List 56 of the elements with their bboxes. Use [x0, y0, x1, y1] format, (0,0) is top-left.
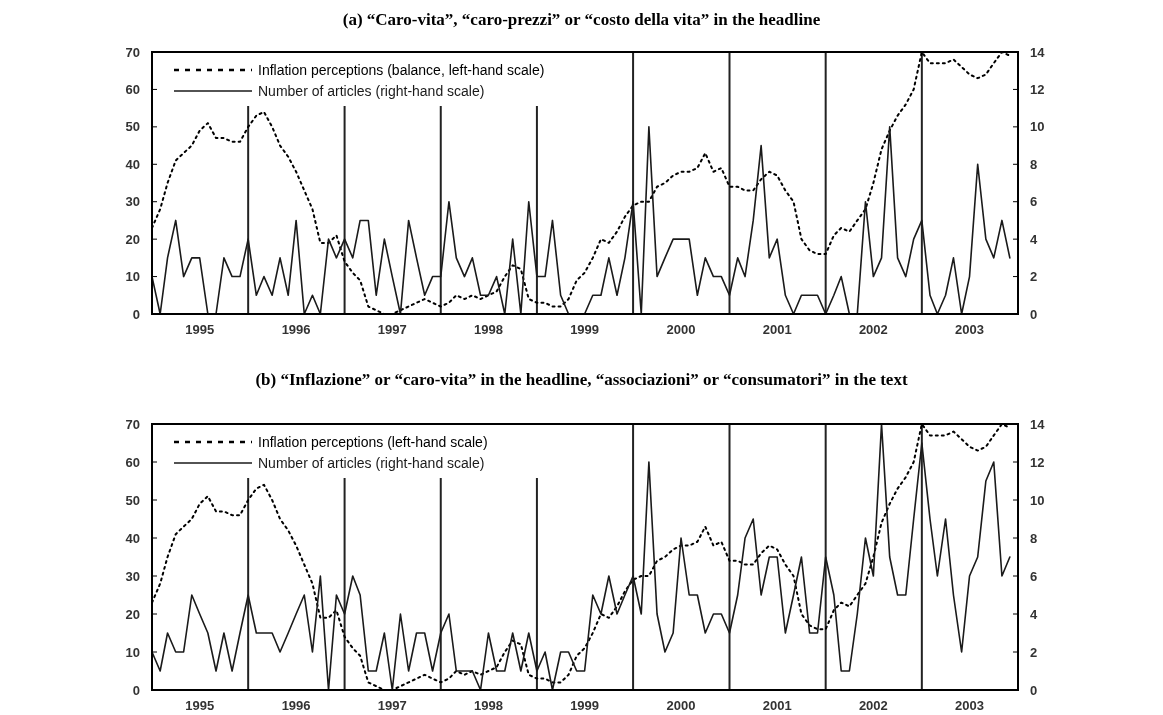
x-tick-label: 1999 — [570, 698, 600, 713]
y2-tick-label: 2 — [1030, 644, 1038, 660]
chart-title: (a) “Caro-vita”, “caro-prezzi” or “costo della vita” in the headline — [342, 10, 821, 29]
y-tick-label: 40 — [125, 156, 140, 172]
y-tick-label: 20 — [125, 231, 140, 247]
y-tick-label: 70 — [125, 416, 140, 432]
y2-tick-label: 4 — [1030, 231, 1038, 247]
x-tick-label: 1998 — [473, 322, 503, 337]
x-tick-label: 1996 — [281, 322, 311, 337]
x-tick-label: 1995 — [185, 698, 215, 713]
y-tick-label: 20 — [125, 606, 140, 622]
x-tick-label: 2003 — [955, 698, 984, 713]
text: Number of articles (right-hand scale) — [258, 82, 485, 99]
y2-tick-label: 14 — [1030, 44, 1046, 60]
y-tick-label: 60 — [125, 454, 140, 470]
x-tick-label: 1997 — [377, 698, 407, 713]
text: Number of articles (right-hand scale) — [258, 454, 485, 471]
chart-title: (b) “Inflazione” or “caro-vita” in the headline, “associazioni” or “consumatori” in the text — [255, 370, 908, 389]
y2-tick-label: 2 — [1030, 269, 1038, 285]
x-tick-label: 2000 — [666, 698, 696, 713]
y-tick-label: 40 — [125, 530, 140, 546]
y2-tick-label: 10 — [1030, 492, 1045, 508]
y-tick-label: 70 — [125, 44, 140, 60]
y2-tick-label: 6 — [1030, 194, 1038, 210]
y2-tick-label: 0 — [1030, 682, 1038, 698]
y-tick-label: 30 — [125, 568, 140, 584]
x-tick-label: 2000 — [666, 322, 696, 337]
x-tick-label: 1999 — [570, 322, 600, 337]
x-tick-label: 1995 — [185, 322, 215, 337]
text: Inflation perceptions (left-hand scale) — [258, 433, 488, 450]
y2-tick-label: 10 — [1030, 119, 1045, 135]
y2-tick-label: 4 — [1030, 606, 1038, 622]
y-tick-label: 50 — [125, 492, 140, 508]
y-tick-label: 10 — [125, 269, 140, 285]
y2-tick-label: 8 — [1030, 156, 1038, 172]
x-tick-label: 1997 — [377, 322, 407, 337]
y-tick-label: 0 — [132, 306, 140, 322]
y2-tick-label: 0 — [1030, 306, 1038, 322]
y-tick-label: 50 — [125, 119, 140, 135]
x-tick-label: 2002 — [858, 698, 888, 713]
x-tick-label: 1998 — [473, 698, 503, 713]
x-tick-label: 2001 — [762, 322, 792, 337]
y2-tick-label: 6 — [1030, 568, 1038, 584]
x-tick-label: 1996 — [281, 698, 311, 713]
y2-tick-label: 14 — [1030, 416, 1046, 432]
x-tick-label: 2003 — [955, 322, 984, 337]
y2-tick-label: 12 — [1030, 81, 1045, 97]
y-tick-label: 0 — [132, 682, 140, 698]
y-tick-label: 10 — [125, 644, 140, 660]
y-tick-label: 60 — [125, 81, 140, 97]
x-tick-label: 2001 — [762, 698, 792, 713]
y2-tick-label: 8 — [1030, 530, 1038, 546]
y-tick-label: 30 — [125, 194, 140, 210]
x-tick-label: 2002 — [858, 322, 888, 337]
y2-tick-label: 12 — [1030, 454, 1045, 470]
text: Inflation perceptions (balance, left-hand scale) — [258, 61, 545, 78]
